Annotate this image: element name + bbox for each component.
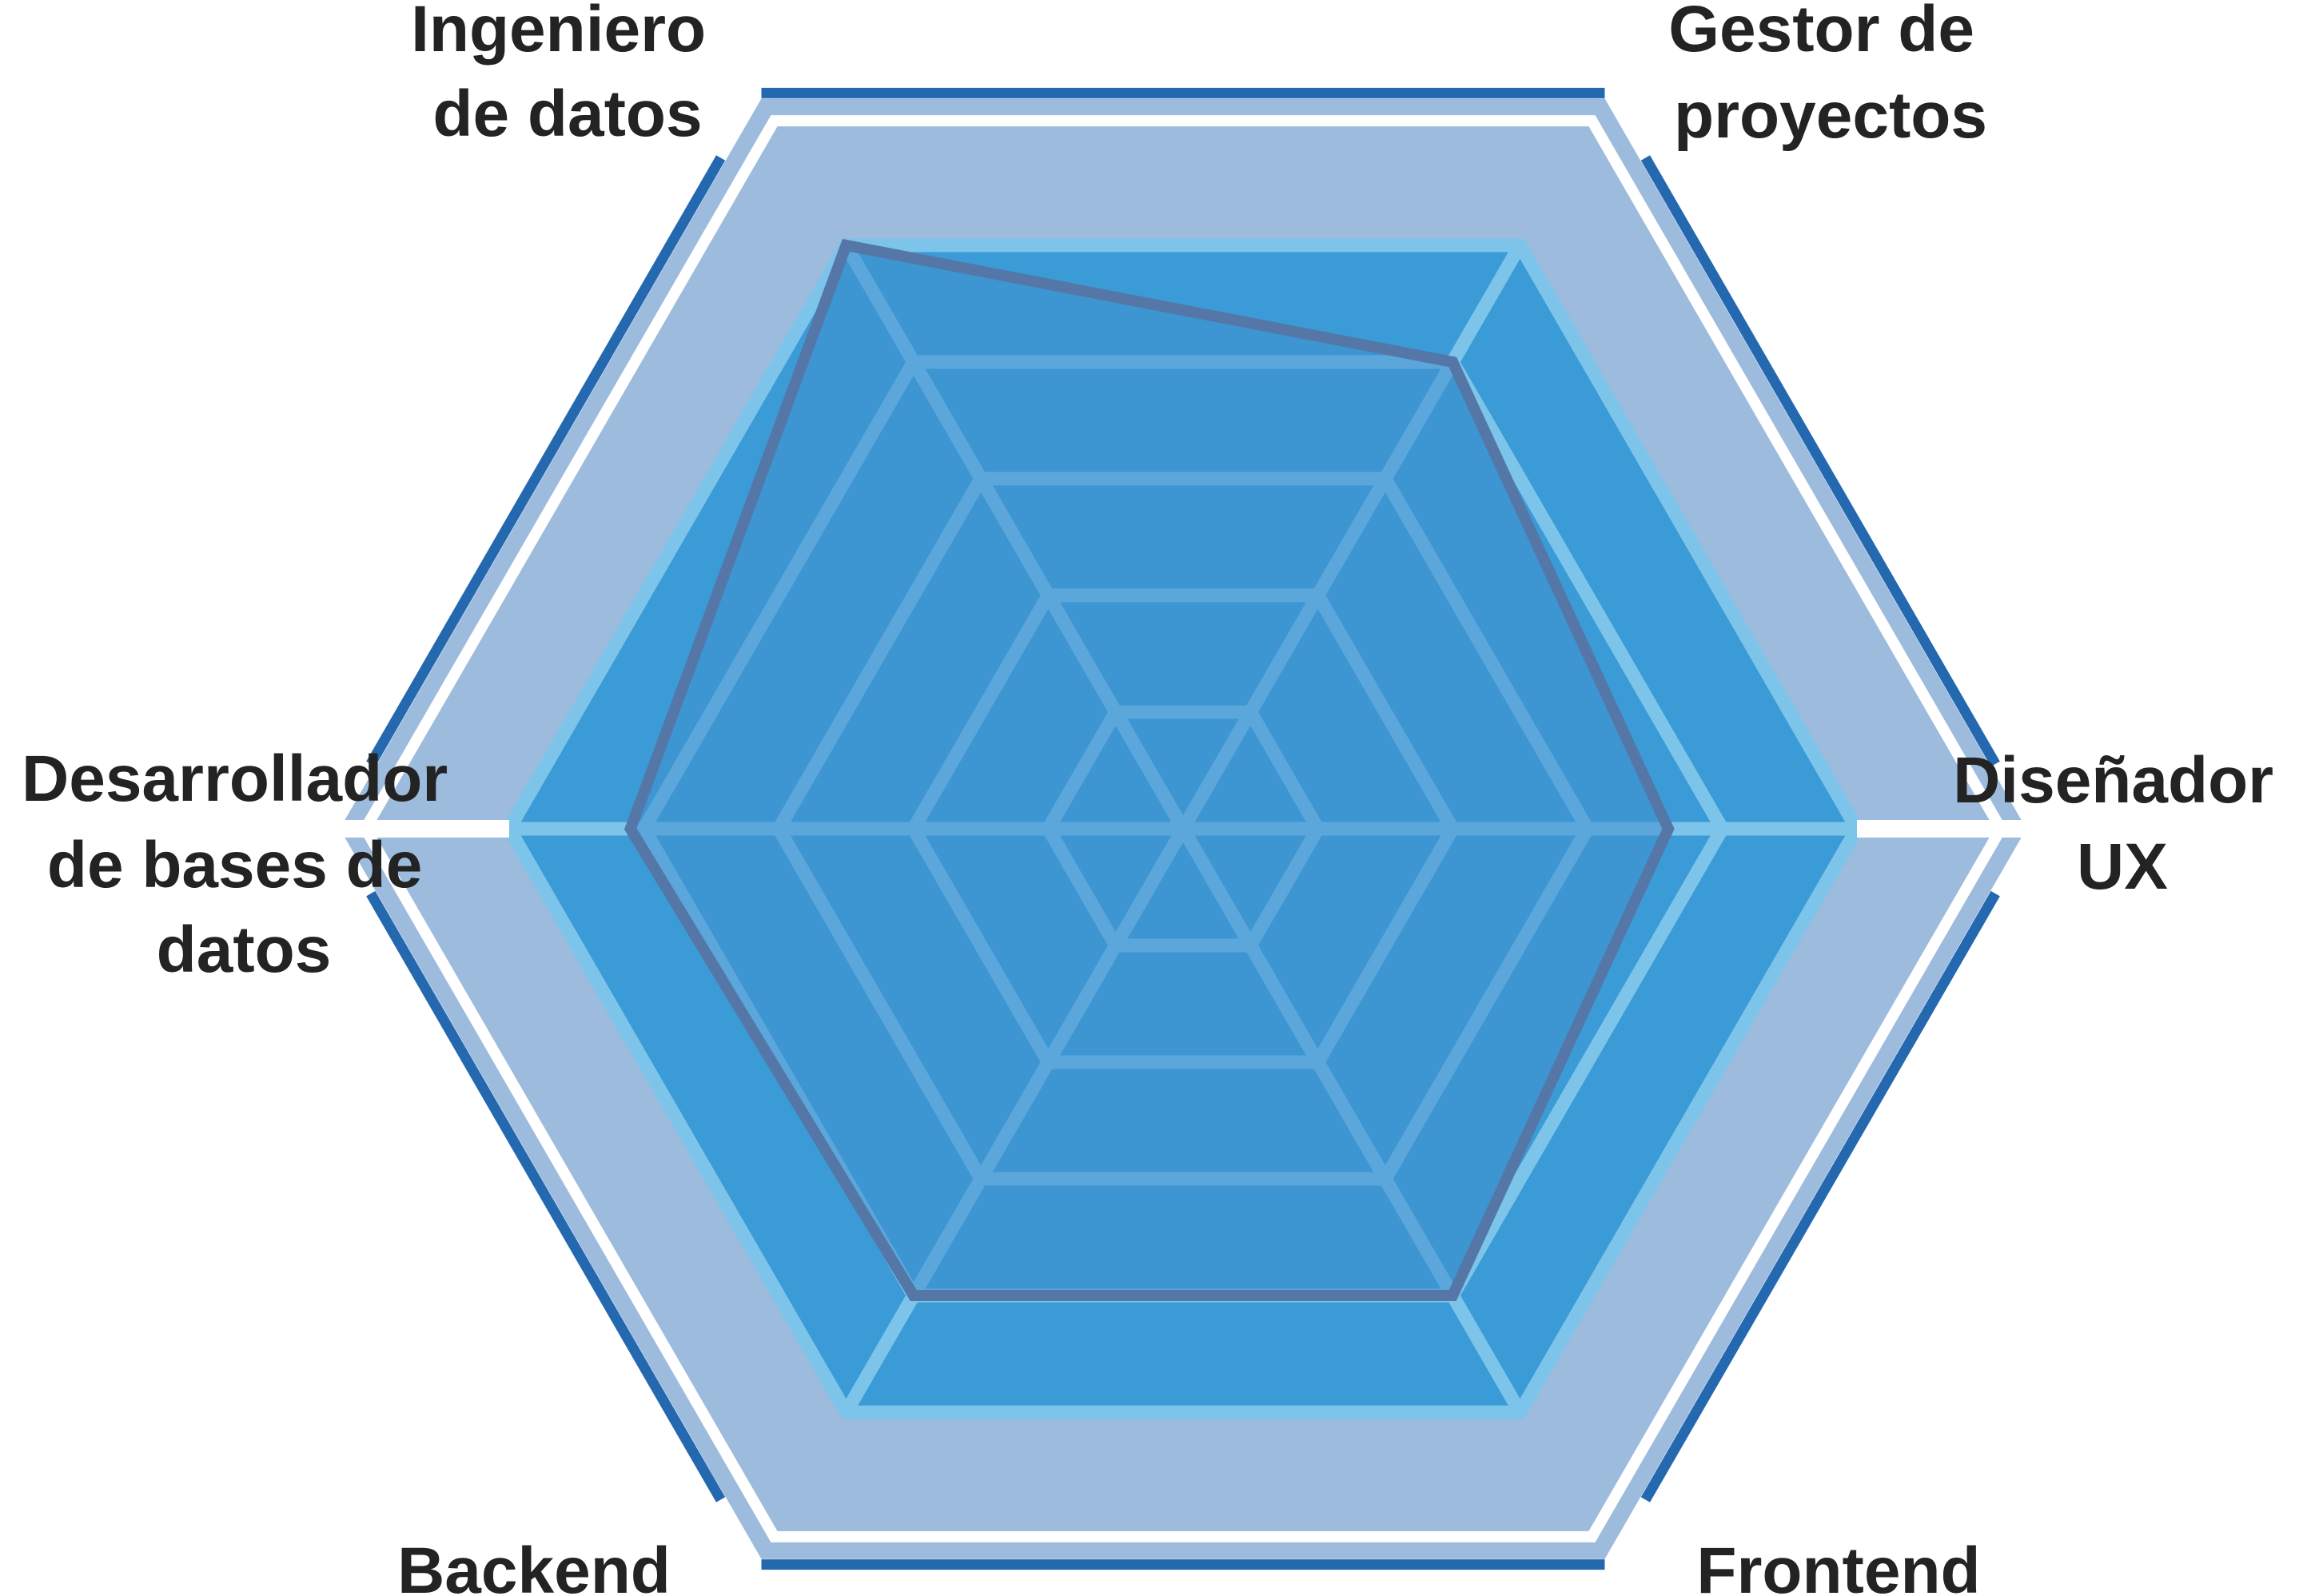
series-0-point-disenador-ux xyxy=(1662,823,1674,834)
axis-label-desarrollador-de-bases-de-datos: Desarrollador de bases de datos xyxy=(22,742,466,986)
outer-edge-4 xyxy=(366,890,726,1502)
outer-edge-2 xyxy=(1640,890,2000,1502)
outer-edge-5 xyxy=(366,155,726,767)
axis-label-disenador-ux: Diseñador UX xyxy=(1953,744,2292,903)
axis-label-backend: Backend xyxy=(397,1534,671,1596)
axis-label-ingeniero-de-datos: Ingeniero de datos xyxy=(411,0,724,150)
axis-label-frontend: Frontend xyxy=(1696,1534,1980,1596)
radar-series xyxy=(624,238,1675,1302)
axis-label-gestor-de-proyectos: Gestor de proyectos xyxy=(1668,0,1993,152)
series-0-point-desarrollador-de-bases-de-datos xyxy=(624,823,636,834)
outer-edge-1 xyxy=(1640,155,2000,767)
axis-labels: Ingeniero de datos Gestor de proyectos D… xyxy=(22,0,2292,1596)
series-0-point-ingeniero-de-datos xyxy=(840,239,852,251)
series-0-point-backend xyxy=(907,1290,919,1302)
series-0-point-gestor-de-proyectos xyxy=(1447,356,1459,368)
series-0-point-frontend xyxy=(1447,1290,1459,1302)
